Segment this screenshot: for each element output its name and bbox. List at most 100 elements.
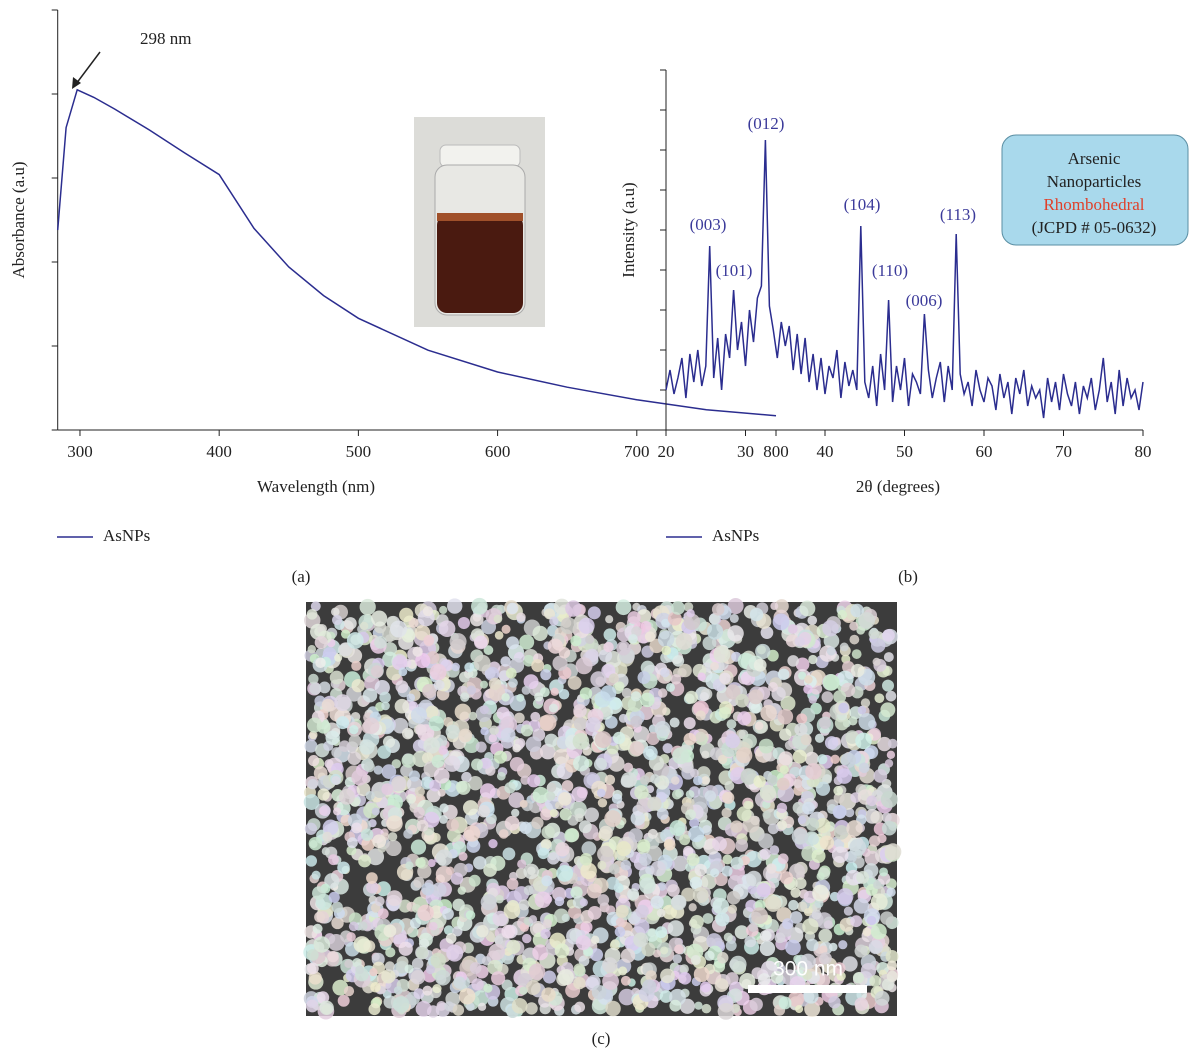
particle [655, 926, 667, 938]
particle [349, 725, 358, 734]
particle [660, 968, 675, 983]
particle [369, 968, 377, 976]
particle [491, 971, 505, 985]
particle [469, 712, 478, 721]
particle [642, 979, 656, 993]
particle [760, 930, 771, 941]
particle [489, 944, 506, 961]
particle [750, 608, 763, 621]
particle [507, 603, 518, 614]
particle [446, 725, 460, 739]
particle [718, 1003, 735, 1020]
particle [328, 934, 345, 951]
particle [411, 707, 427, 723]
particle [308, 674, 318, 684]
particle [361, 828, 373, 840]
particle [775, 932, 786, 943]
particle [812, 885, 829, 902]
particle [887, 751, 895, 759]
particle [506, 636, 519, 649]
particle [685, 691, 698, 704]
particle [869, 940, 883, 954]
particle [406, 794, 416, 804]
particle [315, 658, 325, 668]
particle [489, 734, 497, 742]
particle [360, 622, 368, 630]
particle [307, 609, 318, 620]
particle [480, 705, 489, 714]
particle [494, 615, 503, 624]
particle [694, 966, 710, 982]
particle [715, 912, 729, 926]
particle [474, 636, 488, 650]
particle [555, 842, 569, 856]
annotation-arrow [76, 52, 100, 84]
particle [415, 857, 425, 867]
particle [478, 1003, 486, 1011]
vial-photo [414, 117, 545, 327]
particle [672, 747, 689, 764]
particle [576, 657, 593, 674]
particle [780, 871, 793, 884]
particle [671, 674, 681, 684]
particle [661, 646, 671, 656]
particle [329, 892, 340, 903]
particle [851, 664, 864, 677]
particle [871, 893, 888, 910]
particle [344, 959, 353, 968]
particle [881, 791, 898, 808]
particle [543, 919, 552, 928]
info-text: Rhombohedral [1043, 195, 1144, 214]
particle [379, 692, 391, 704]
particle [802, 918, 818, 934]
particle [507, 878, 519, 890]
particle [402, 728, 414, 740]
particle [531, 659, 544, 672]
particle [322, 699, 335, 712]
particle [779, 751, 793, 765]
particle [339, 740, 350, 751]
particle [540, 714, 557, 731]
particle [808, 834, 819, 845]
particle [768, 682, 778, 692]
particle [560, 617, 577, 634]
particle [471, 598, 488, 615]
particle [387, 890, 403, 906]
particle [348, 751, 362, 765]
particle [615, 927, 626, 938]
particle [886, 888, 895, 897]
particle [828, 996, 840, 1008]
particle [766, 863, 776, 873]
particle [695, 732, 705, 742]
particle [880, 702, 895, 717]
particle [455, 704, 471, 720]
particle [415, 786, 425, 796]
particle [746, 871, 762, 887]
particle [855, 945, 868, 958]
particle [879, 867, 888, 876]
peak-label: (104) [844, 195, 881, 214]
particle [412, 646, 422, 656]
particle [751, 907, 768, 924]
particle [770, 602, 778, 610]
particle [471, 759, 483, 771]
particle [307, 718, 322, 733]
particle [501, 925, 515, 939]
particle [702, 1004, 712, 1014]
particle [719, 673, 730, 684]
particle [577, 787, 588, 798]
particle [542, 826, 555, 839]
particle [423, 606, 433, 616]
particle [858, 713, 875, 730]
particle [859, 762, 870, 773]
particle [391, 776, 406, 791]
particle [544, 734, 558, 748]
particle [693, 887, 709, 903]
particle [533, 626, 548, 641]
particle [531, 817, 543, 829]
legend-label: AsNPs [103, 526, 150, 545]
particle [844, 907, 853, 916]
particle [521, 724, 533, 736]
particle [407, 694, 416, 703]
particle [331, 608, 340, 617]
